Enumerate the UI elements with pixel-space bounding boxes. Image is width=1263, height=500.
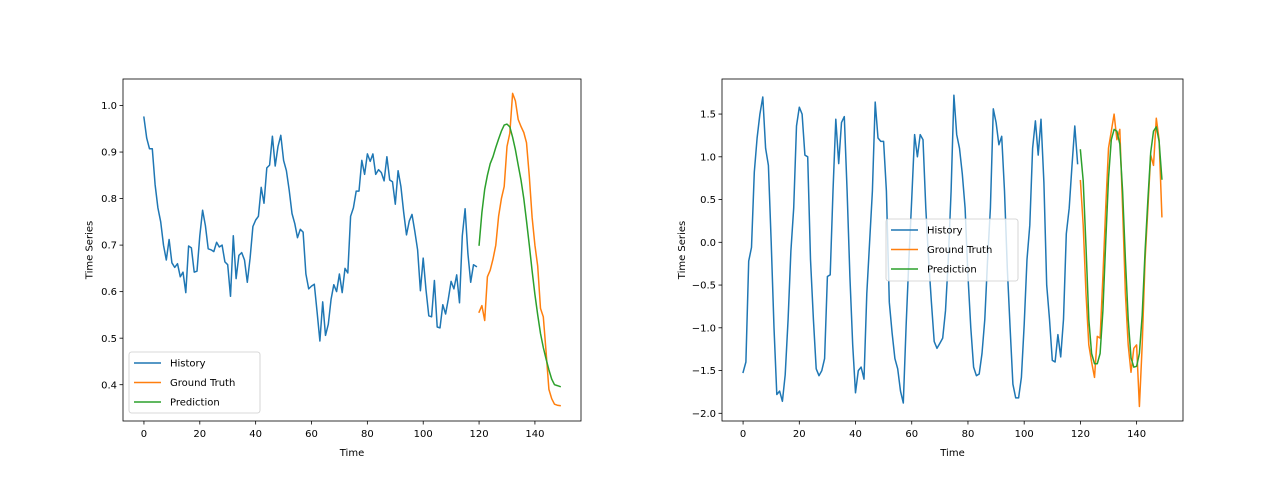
y-axis: −2.0 −1.5 −1.0 −0.5 0.0 0.5 1.0 1.5 Time Series	[677, 110, 722, 420]
y-tick-label: 1.0	[700, 152, 716, 163]
y-tick-label: −1.5	[692, 366, 716, 377]
y-axis-label: Time Series	[84, 221, 95, 280]
y-axis-label: Time Series	[677, 221, 688, 280]
x-tick-label: 120	[1071, 429, 1090, 440]
y-tick-label: 0.0	[700, 238, 716, 249]
y-tick-label: 1.0	[101, 101, 117, 112]
x-tick-label: 120	[470, 429, 489, 440]
x-tick-label: 60	[905, 429, 918, 440]
y-tick-label: −0.5	[692, 281, 716, 292]
x-tick-label: 40	[849, 429, 862, 440]
series-prediction	[478, 123, 562, 388]
y-tick-label: 0.9	[101, 148, 117, 159]
y-tick-label: 0.8	[101, 194, 117, 205]
series-prediction	[1079, 126, 1163, 368]
legend: History Ground Truth Prediction	[885, 218, 1019, 282]
y-tick-label: 0.5	[700, 195, 716, 206]
x-tick-label: 100	[1015, 429, 1034, 440]
legend-label: History	[927, 226, 963, 237]
y-tick-label: 0.7	[101, 241, 117, 252]
x-axis-label: Time	[939, 448, 964, 459]
x-tick-label: 0	[740, 429, 746, 440]
y-tick-label: −1.0	[692, 323, 716, 334]
x-tick-label: 0	[141, 429, 147, 440]
x-tick-label: 80	[962, 429, 975, 440]
plot-area	[143, 92, 562, 407]
y-tick-label: −2.0	[692, 409, 716, 420]
series-history	[143, 116, 478, 342]
legend-label: Ground Truth	[927, 245, 992, 256]
legend-label: Prediction	[170, 398, 220, 409]
axes-frame	[122, 78, 582, 422]
left-chart: 0 20 40 60 80 100 120 140 Time 0.4 0.5 0.6 0.7 0.8 0.9…	[84, 78, 582, 459]
right-chart: 0 20 40 60 80 100 120 140 Time −2.0 −1.5 −1.0 −0.5 0.…	[677, 78, 1184, 459]
x-axis: 0 20 40 60 80 100 120 140 Time	[141, 421, 544, 459]
y-axis: 0.4 0.5 0.6 0.7 0.8 0.9 1.0 Time Series	[84, 101, 123, 391]
x-tick-label: 100	[414, 429, 433, 440]
x-tick-label: 80	[361, 429, 374, 440]
x-axis: 0 20 40 60 80 100 120 140 Time	[740, 421, 1146, 459]
x-tick-label: 20	[193, 429, 206, 440]
legend-label: History	[170, 359, 206, 370]
x-tick-label: 140	[1127, 429, 1146, 440]
y-tick-label: 0.6	[101, 287, 117, 298]
y-tick-label: 1.5	[700, 110, 716, 121]
x-tick-label: 20	[793, 429, 806, 440]
x-tick-label: 60	[305, 429, 318, 440]
x-axis-label: Time	[339, 448, 364, 459]
legend-label: Ground Truth	[170, 378, 235, 389]
x-tick-label: 140	[525, 429, 544, 440]
y-tick-label: 0.4	[101, 380, 117, 391]
axes-frame	[721, 78, 1184, 422]
legend: History Ground Truth Prediction	[128, 351, 261, 414]
x-tick-label: 40	[249, 429, 262, 440]
legend-label: Prediction	[927, 265, 977, 276]
y-tick-label: 0.5	[101, 334, 117, 345]
